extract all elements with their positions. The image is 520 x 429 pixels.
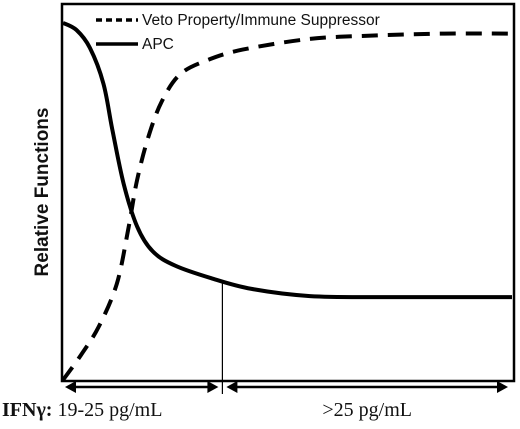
series-line-apc (62, 21, 512, 300)
range-label: IFNγ: 19-25 pg/mL (2, 399, 162, 421)
arrowhead-left (226, 381, 238, 393)
arrowhead-right (497, 381, 508, 393)
range-annotations: IFNγ: 19-25 pg/mL >25 pg/mL (2, 381, 508, 421)
range-label-value: 19-25 pg/mL (52, 399, 162, 421)
range-label-prefix: IFNγ: (2, 399, 52, 421)
series-line-veto (61, 31, 513, 382)
plot-frame (60, 2, 516, 383)
legend: Veto Property/Immune Suppressor APC (96, 12, 380, 53)
y-axis-label: Relative Functions (32, 108, 53, 277)
legend-label-apc: APC (142, 36, 174, 53)
arrowhead-left (65, 381, 76, 393)
arrowhead-right (207, 381, 219, 393)
range-label: >25 pg/mL (322, 399, 412, 421)
legend-label-veto: Veto Property/Immune Suppressor (142, 12, 380, 29)
